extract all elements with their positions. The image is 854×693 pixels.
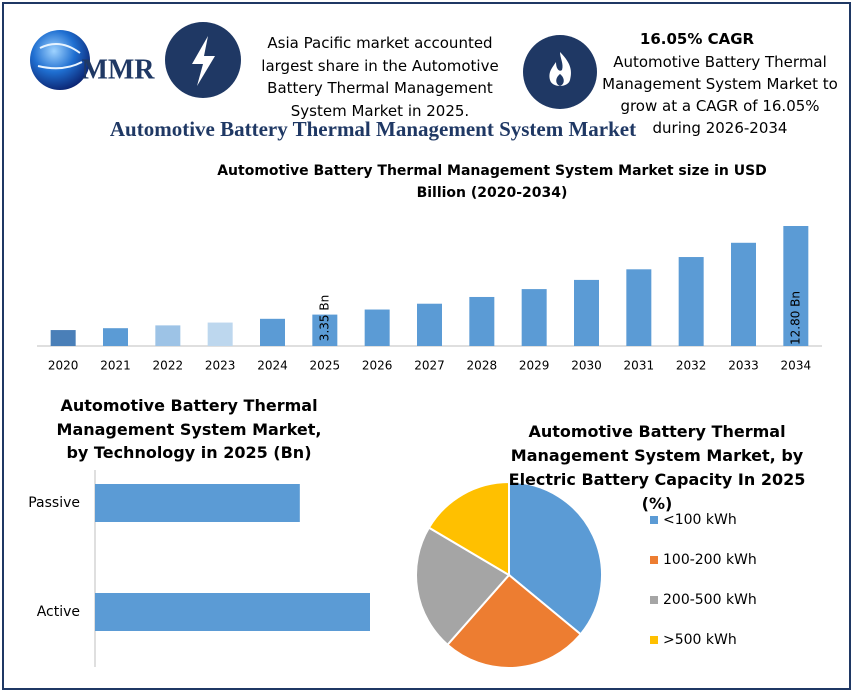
bar bbox=[521, 289, 547, 346]
bar bbox=[574, 279, 599, 346]
note-left: Asia Pacific market accounted largest sh… bbox=[261, 34, 499, 120]
note-right: Automotive Battery Thermal Management Sy… bbox=[602, 53, 838, 137]
x-tick-label: 2025 bbox=[310, 359, 341, 373]
legend-swatch bbox=[650, 596, 658, 604]
bar bbox=[783, 226, 809, 346]
x-tick-label: 2020 bbox=[48, 359, 79, 373]
bar bbox=[731, 242, 756, 346]
legend-label: 100-200 kWh bbox=[663, 552, 757, 568]
legend-label: 200-500 kWh bbox=[663, 592, 757, 608]
bar bbox=[50, 330, 76, 346]
cagr-title: 16.05% CAGR bbox=[639, 30, 755, 48]
x-tick-label: 2033 bbox=[728, 359, 759, 373]
bar bbox=[364, 309, 390, 346]
pie-slice bbox=[508, 480, 603, 636]
bar bbox=[95, 593, 370, 631]
pie-slice bbox=[446, 573, 583, 669]
x-tick-label: 2022 bbox=[153, 359, 184, 373]
legend-label: >500 kWh bbox=[663, 632, 737, 648]
logo-text: MMR bbox=[81, 54, 155, 85]
pie-slice bbox=[415, 526, 511, 647]
bar bbox=[155, 325, 181, 346]
bar bbox=[417, 303, 442, 346]
icon-flame-core bbox=[556, 74, 564, 86]
x-tick-label: 2028 bbox=[467, 359, 498, 373]
x-tick-label: 2032 bbox=[676, 359, 707, 373]
y-tick-label: Active bbox=[37, 604, 80, 620]
bar bbox=[95, 484, 300, 522]
bar bbox=[207, 322, 233, 346]
legend-swatch bbox=[650, 636, 658, 644]
x-tick-label: 2023 bbox=[205, 359, 236, 373]
x-tick-label: 2029 bbox=[519, 359, 550, 373]
main-title: Automotive Battery Thermal Management Sy… bbox=[110, 117, 636, 141]
bar bbox=[260, 318, 285, 346]
x-tick-label: 2021 bbox=[100, 359, 131, 373]
chart-title: Automotive Battery Thermal Management Sy… bbox=[508, 422, 806, 513]
bar bbox=[312, 314, 338, 346]
x-tick-label: 2030 bbox=[571, 359, 602, 373]
chart-title: Automotive Battery Thermal Management Sy… bbox=[56, 396, 322, 462]
icon-bolt bbox=[192, 36, 215, 86]
x-tick-label: 2027 bbox=[414, 359, 445, 373]
value-label: 3.35 Bn bbox=[317, 295, 331, 341]
x-tick-label: 2034 bbox=[781, 359, 812, 373]
x-tick-label: 2024 bbox=[257, 359, 288, 373]
bar bbox=[678, 257, 704, 346]
chart-title: Automotive Battery Thermal Management Sy… bbox=[217, 163, 767, 201]
logo-swoosh bbox=[37, 43, 83, 70]
x-tick-label: 2026 bbox=[362, 359, 393, 373]
legend-swatch bbox=[650, 556, 658, 564]
legend-label: <100 kWh bbox=[663, 512, 737, 528]
pie-slice bbox=[427, 480, 510, 577]
icon-flame bbox=[549, 52, 571, 86]
bar bbox=[626, 269, 652, 346]
bar bbox=[103, 328, 128, 346]
x-tick-label: 2031 bbox=[624, 359, 655, 373]
bar bbox=[469, 296, 495, 346]
y-tick-label: Passive bbox=[28, 495, 80, 511]
legend-swatch bbox=[650, 516, 658, 524]
value-label: 12.80 Bn bbox=[788, 291, 802, 345]
